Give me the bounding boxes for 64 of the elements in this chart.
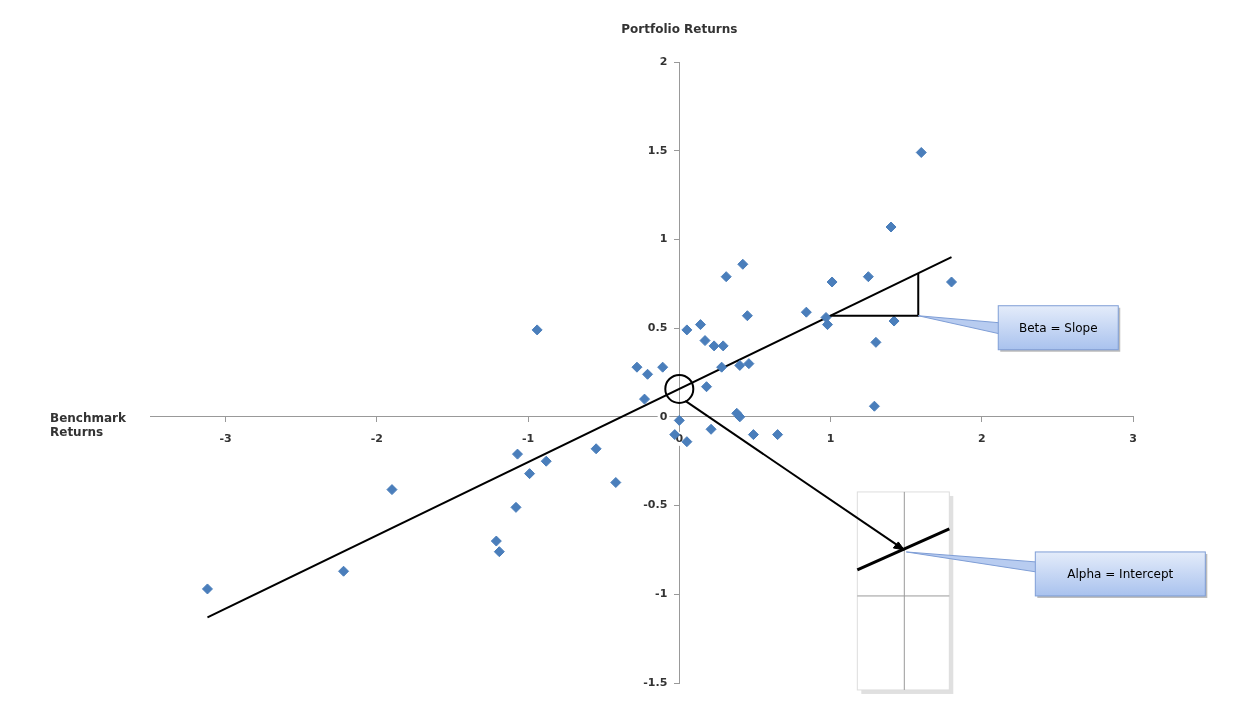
y-tick-label: 1 (659, 232, 668, 246)
point (490, 535, 502, 547)
point (717, 340, 729, 352)
point (737, 258, 749, 270)
annotation: Beta = Slope (1018, 320, 1098, 335)
point (681, 324, 693, 336)
point (734, 411, 746, 423)
point (822, 319, 834, 331)
point (701, 381, 713, 393)
point (800, 306, 812, 318)
point (590, 443, 602, 455)
y-tick-label: -1 (655, 587, 668, 601)
annotation: Alpha = Intercept (1067, 566, 1174, 581)
point (741, 310, 753, 322)
point (915, 146, 927, 158)
point (694, 319, 706, 331)
point (772, 429, 784, 441)
point (747, 429, 759, 441)
x-tick-label: 1 (826, 431, 835, 445)
x-axis-title: Benchmark Returns (50, 410, 127, 439)
point (201, 583, 213, 595)
point (524, 468, 536, 480)
point (888, 315, 900, 327)
point (734, 359, 746, 371)
point (657, 361, 669, 373)
y-tick-label: -0.5 (643, 498, 668, 512)
point (946, 276, 958, 288)
point (868, 400, 880, 412)
point (826, 276, 838, 288)
point (885, 221, 897, 233)
point (511, 448, 523, 460)
x-tick-label: -1 (521, 431, 535, 445)
point (870, 336, 882, 348)
y-tick-label: 0.5 (647, 321, 668, 334)
point (493, 546, 505, 558)
point (720, 271, 732, 283)
x-tick-label: 3 (1129, 431, 1137, 445)
y-tick-label: 2 (659, 54, 668, 68)
point (338, 565, 350, 577)
point (631, 361, 643, 373)
point (673, 414, 685, 426)
x-tick-label: -2 (370, 431, 383, 445)
y-tick-label: -1.5 (643, 675, 668, 689)
x-tick-label: -3 (219, 431, 232, 445)
point (510, 501, 522, 513)
point (705, 423, 717, 435)
point (716, 361, 728, 373)
y-axis-title: Portfolio Returns (621, 22, 738, 36)
point (681, 436, 693, 448)
point (708, 340, 720, 352)
callout: Beta = Slope (917, 305, 1121, 352)
point (531, 324, 543, 336)
x-tick-label: 2 (977, 431, 986, 445)
point (743, 358, 755, 370)
point (699, 335, 711, 347)
y-tick-label: 0 (659, 409, 668, 423)
point (862, 271, 874, 283)
point (639, 393, 651, 405)
point (610, 477, 622, 489)
callout: Alpha = Intercept (905, 551, 1208, 598)
point (540, 455, 552, 467)
point (642, 368, 654, 380)
y-tick-label: 1.5 (647, 143, 668, 157)
point (386, 484, 398, 496)
